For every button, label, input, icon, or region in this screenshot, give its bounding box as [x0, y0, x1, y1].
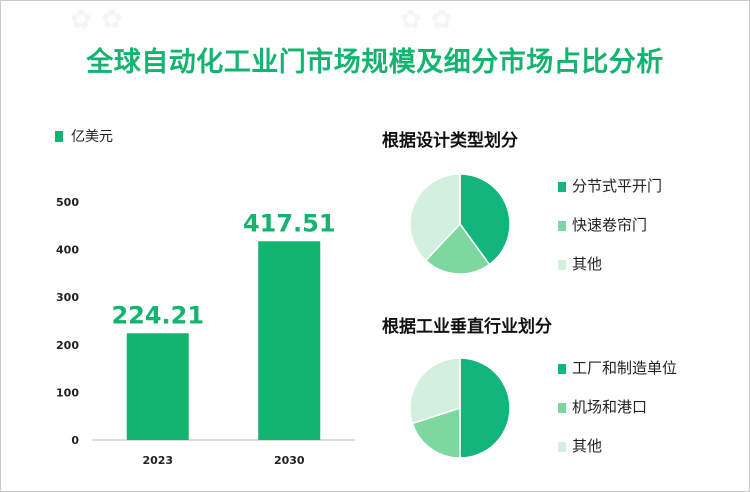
legend-swatch: [558, 364, 566, 374]
legend-item: 其他: [558, 436, 677, 475]
pie-chart-vertical: [409, 357, 511, 459]
legend-swatch: [558, 182, 566, 192]
legend-item: 机场和港口: [558, 397, 677, 436]
data-label: 417.51: [243, 209, 336, 237]
pie-slice: [409, 173, 461, 262]
pie-slice: [459, 357, 511, 459]
bar: [126, 333, 189, 440]
legend-label: 其他: [572, 437, 603, 455]
x-tick-label: 2030: [274, 454, 305, 467]
pie-chart-design: [409, 173, 511, 275]
pie-slice: [409, 357, 461, 425]
legend-swatch: [558, 221, 566, 231]
data-label: 224.21: [111, 301, 204, 329]
pie-title-vertical: 根据工业垂直行业划分: [382, 317, 552, 337]
bar-legend: 亿美元: [55, 126, 113, 146]
legend-label: 分节式平开门: [572, 177, 663, 195]
x-tick-label: 2023: [142, 454, 173, 467]
pie-legend-design: 分节式平开门 快速卷帘门其他: [558, 176, 662, 293]
page-title: 全球自动化工业门市场规模及细分市场占比分析: [86, 47, 664, 78]
legend-label: 工厂和制造单位: [572, 359, 678, 377]
legend-swatch: [558, 442, 566, 452]
legend-swatch: [558, 403, 566, 413]
pie-slice: [411, 406, 461, 459]
legend-label: 其他: [572, 255, 603, 273]
legend-item: 其他: [558, 254, 662, 293]
pie-slice: [424, 222, 491, 275]
bar: [258, 241, 321, 440]
pie-slice: [459, 173, 511, 266]
bar-chart: 0 100 200 300 400 500 224.21 2023 417.51 2030: [56, 196, 355, 467]
legend-swatch: [55, 131, 63, 142]
y-tick-label: 200: [56, 339, 79, 352]
pie-title-design: 根据设计类型划分: [382, 131, 518, 151]
legend-item: 工厂和制造单位: [558, 358, 677, 397]
y-tick-label: 100: [56, 386, 79, 399]
y-tick-label: 300: [56, 291, 79, 304]
legend-item: 快速卷帘门: [558, 215, 662, 254]
legend-label: 亿美元: [71, 129, 113, 145]
legend-label: 快速卷帘门: [572, 216, 648, 234]
legend-label: 机场和港口: [572, 398, 648, 416]
y-tick-label: 400: [56, 244, 79, 257]
y-tick-label: 500: [56, 196, 79, 209]
y-tick-label: 0: [71, 434, 79, 447]
legend-swatch: [558, 260, 566, 270]
legend-item: 分节式平开门: [558, 176, 662, 215]
watermark: ✿ ✿: [400, 5, 453, 35]
pie-legend-vertical: 工厂和制造单位 机场和港口其他: [558, 358, 677, 475]
